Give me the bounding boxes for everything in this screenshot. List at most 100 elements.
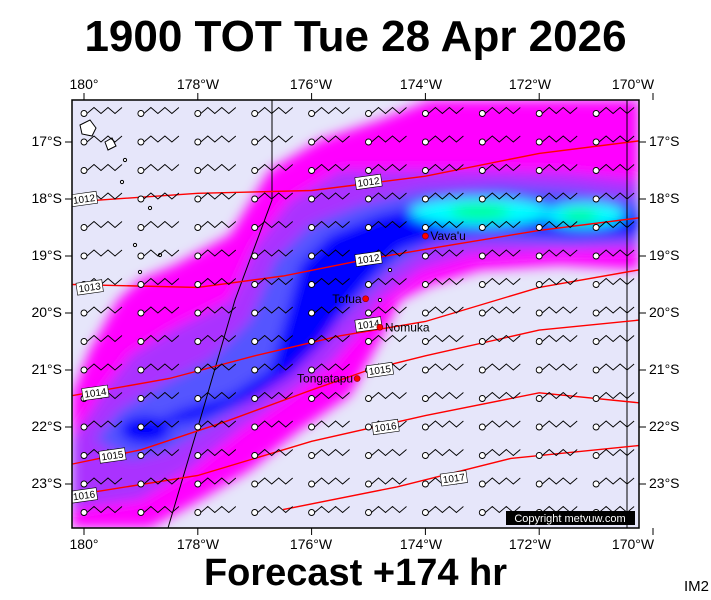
wind-barb-station: [251, 452, 259, 459]
wind-barb-shaft: [86, 334, 123, 343]
isobar-label-box: [439, 470, 468, 487]
wind-barb-station: [478, 480, 486, 488]
isobar-label: 1012: [354, 250, 383, 267]
wind-barb-station: [308, 252, 316, 260]
lon-label-bottom: 174°W: [400, 536, 443, 552]
wind-barb-station: [592, 366, 600, 374]
wind-barb-shaft: [371, 277, 407, 286]
wind-barb-station: [535, 338, 543, 345]
isobar-label-box: [98, 447, 127, 464]
wind-barb-shaft: [86, 420, 123, 428]
wind-barb-shaft: [143, 505, 180, 514]
lat-label-right: 22°S: [649, 418, 680, 434]
wind-barb-shaft: [257, 505, 293, 514]
page-title: 1900 TOT Tue 28 Apr 2026: [84, 12, 627, 61]
wind-barb-station: [592, 252, 600, 260]
wind-barb-shaft: [314, 277, 350, 286]
wind-barb-shaft: [598, 391, 635, 400]
wind-barb-shaft: [428, 306, 464, 314]
lon-label-top: 170°W: [612, 76, 655, 92]
wind-barb-station: [308, 224, 316, 231]
wind-barb-shaft: [598, 448, 635, 457]
wind-barb-shaft: [143, 249, 180, 257]
wind-barb-station: [535, 281, 543, 288]
place-layer: Vava'u Tofua Nomuka Tongatapu: [297, 229, 466, 385]
wind-barb-shaft: [371, 334, 407, 343]
wind-barb-shaft: [200, 249, 237, 257]
isobar-label-box: [354, 173, 383, 190]
wind-barb-station: [251, 195, 259, 203]
wind-barb-station: [308, 452, 316, 459]
wind-barb-shaft: [598, 277, 635, 286]
wind-barb-station: [421, 338, 429, 345]
wind-barb-shaft: [143, 163, 180, 172]
wind-barb-shaft: [200, 448, 237, 457]
wind-barb-station: [194, 224, 202, 231]
wind-barb-shaft: [541, 363, 578, 371]
wind-barb-station: [251, 110, 259, 117]
wind-barb-station: [535, 138, 543, 146]
isobar-label-text: 1013: [78, 281, 102, 295]
wind-barb-shaft: [371, 106, 407, 115]
wind-barb-shaft: [541, 220, 578, 229]
isobar-label: 1015: [365, 361, 394, 379]
wind-barb-station: [592, 195, 600, 203]
rain-heavy-area: [95, 185, 639, 460]
wind-barb-shaft: [143, 135, 180, 143]
wind-barb-station: [535, 366, 543, 374]
wind-barb-shaft: [314, 192, 350, 200]
wind-barb-station: [308, 509, 316, 516]
wind-barb-station: [592, 224, 600, 231]
isobar-label-text: 1014: [357, 318, 381, 332]
wind-barb-shaft: [428, 334, 464, 343]
wind-barb-shaft: [598, 334, 635, 343]
wind-barb-station: [251, 167, 259, 174]
isobar-label-box: [354, 250, 383, 267]
wind-barb-station: [365, 309, 372, 317]
wind-barb-station: [478, 452, 486, 459]
boundary-line: [167, 100, 273, 528]
isobar-label-box: [72, 190, 99, 208]
island-dot: [132, 242, 138, 248]
wind-barb-station: [194, 309, 202, 317]
lon-label-bottom: 178°W: [177, 536, 220, 552]
place-marker: [353, 375, 361, 382]
lat-label-right: 18°S: [649, 190, 680, 206]
wind-barb-station: [592, 423, 600, 431]
wind-barb-shaft: [541, 306, 578, 314]
wind-barb-station: [80, 338, 88, 345]
wind-barb-station: [137, 281, 145, 288]
place-label: Tongatapu: [297, 372, 353, 386]
wind-barb-shaft: [143, 420, 180, 428]
wind-barb-shaft: [86, 163, 123, 172]
island-dot: [147, 205, 153, 211]
wind-barb-station: [592, 338, 600, 345]
wind-barb-shaft: [257, 277, 293, 286]
wind-barb-station: [421, 509, 429, 516]
wind-barb-station: [365, 395, 372, 402]
wind-barb-station: [251, 509, 259, 516]
wind-barb-station: [365, 224, 372, 231]
isobar-label-box: [72, 487, 99, 504]
wind-barb-shaft: [86, 477, 123, 485]
lon-label-bottom: 176°W: [290, 536, 333, 552]
isobar-label: 1014: [81, 384, 110, 401]
wind-barb-shaft: [598, 135, 635, 143]
wind-barb-shaft: [541, 448, 578, 457]
wind-barb-station: [535, 452, 543, 459]
wind-barb-shaft: [541, 135, 578, 143]
wind-barb-station: [80, 423, 88, 431]
wind-barb-station: [365, 281, 372, 288]
wind-barb-station: [80, 167, 88, 174]
wind-barb-shaft: [485, 277, 521, 286]
wind-barb-shaft: [371, 448, 407, 457]
wind-barb-station: [80, 509, 88, 516]
wind-barb-station: [478, 338, 486, 345]
wind-barb-station: [478, 167, 486, 174]
wind-barb-shaft: [541, 477, 578, 485]
island-dot: [137, 269, 143, 275]
isobar-label-text: 1012: [72, 193, 96, 207]
wind-barb-station: [421, 452, 429, 459]
lat-label-left: 18°S: [31, 190, 62, 206]
